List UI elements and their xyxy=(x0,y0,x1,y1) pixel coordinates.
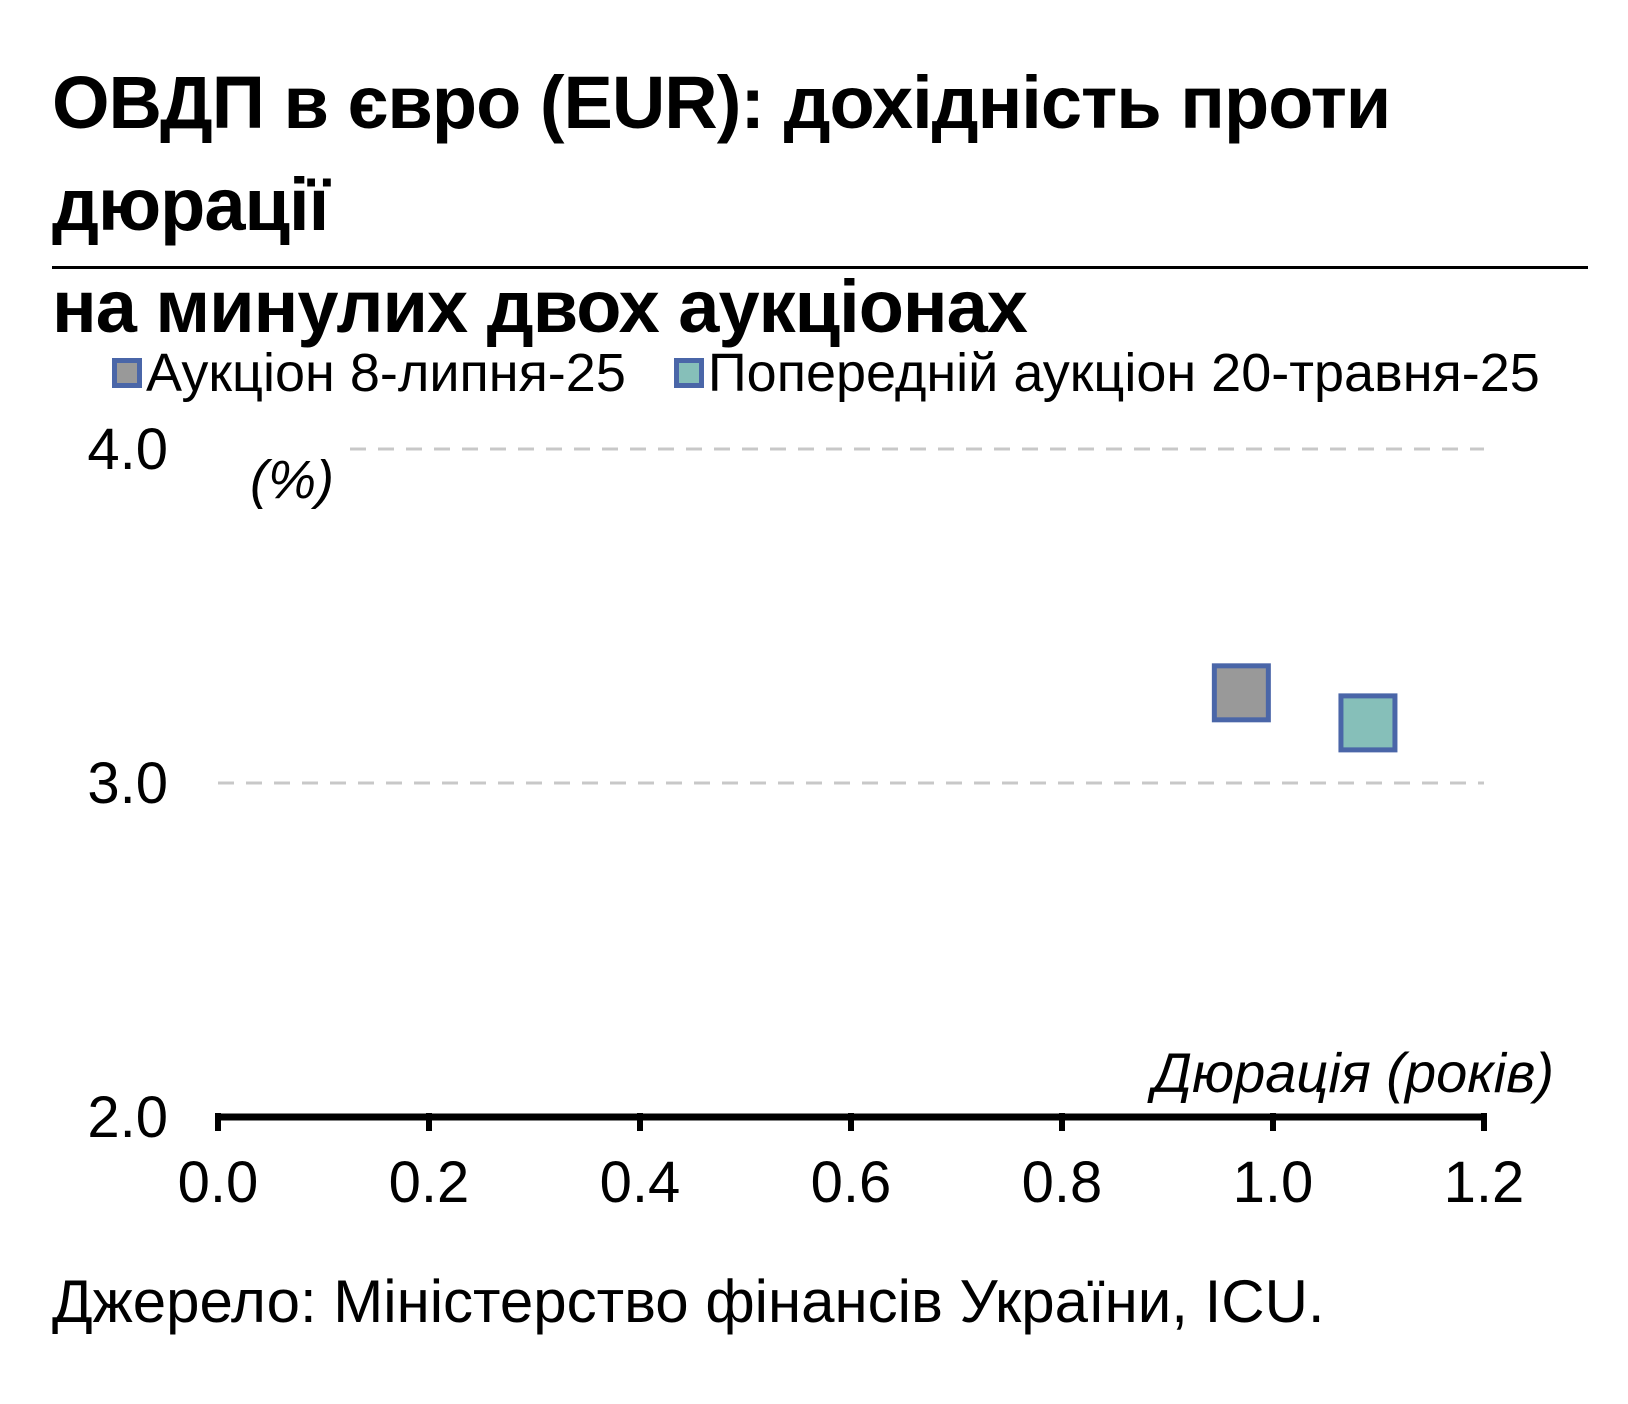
legend-label-previous-auction: Попередній аукціон 20-травня-25 xyxy=(707,343,1540,403)
x-tick-label-0.6: 0.6 xyxy=(811,1150,892,1215)
legend-item-current-auction: Аукціон 8-липня-25 xyxy=(112,342,626,404)
title-divider xyxy=(52,266,1588,269)
legend-item-previous-auction: Попередній аукціон 20-травня-25 xyxy=(673,342,1540,404)
y-tick-label-2.0: 2.0 xyxy=(87,1085,168,1150)
x-tick-label-0.2: 0.2 xyxy=(389,1150,470,1215)
chart-title-line-1: ОВДП в євро (EUR): дохідність проти дюра… xyxy=(52,61,1391,246)
data-point-series-1-1 xyxy=(1211,663,1271,723)
x-tick-label-1.2: 1.2 xyxy=(1444,1150,1525,1215)
x-tick-label-0.4: 0.4 xyxy=(600,1150,681,1215)
x-axis-label: Дюрація (років) xyxy=(1147,1041,1554,1104)
source-note: Джерело: Міністерство фінансів України, … xyxy=(52,1268,1325,1335)
legend-swatch-previous-auction xyxy=(673,358,704,388)
legend-label-current-auction: Аукціон 8-липня-25 xyxy=(146,343,626,403)
x-axis-tick-labels: 0.0 0.2 0.4 0.6 0.8 1.0 1.2 xyxy=(178,1150,1525,1215)
chart-title: ОВДП в євро (EUR): дохідність проти дюра… xyxy=(52,52,1592,358)
x-tick-label-0.8: 0.8 xyxy=(1022,1150,1103,1215)
x-tick-label-0.0: 0.0 xyxy=(178,1150,259,1215)
chart-title-line-2: на минулих двох аукціонах xyxy=(52,265,1028,348)
y-axis-tick-labels: 2.0 3.0 4.0 xyxy=(87,417,168,1150)
y-tick-label-4.0: 4.0 xyxy=(87,417,168,482)
data-points xyxy=(1211,663,1398,753)
data-point-series-2-1 xyxy=(1338,693,1398,753)
x-axis xyxy=(215,1113,1487,1131)
chart-legend: Аукціон 8-липня-25 Попередній аукціон 20… xyxy=(112,340,1588,406)
grid-lines xyxy=(218,447,1484,785)
y-axis-label: (%) xyxy=(250,450,334,510)
y-tick-label-3.0: 3.0 xyxy=(87,751,168,816)
legend-swatch-current-auction xyxy=(112,358,142,388)
x-tick-label-1.0: 1.0 xyxy=(1233,1150,1314,1215)
